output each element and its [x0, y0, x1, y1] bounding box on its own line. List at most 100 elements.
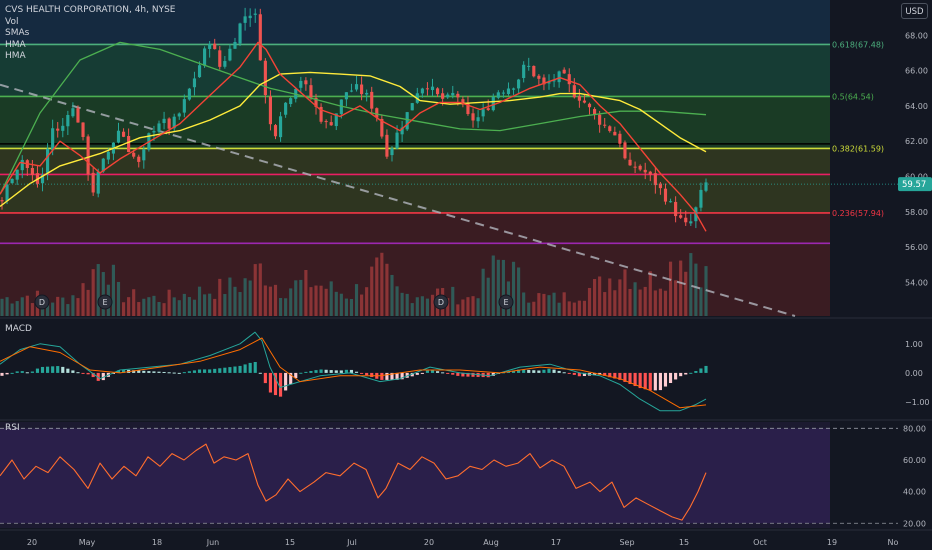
volume-bar: [5, 297, 9, 316]
level-label: 0.382(61.59): [832, 144, 884, 153]
candle-body: [152, 131, 156, 133]
time-tick-label: 19: [827, 538, 837, 547]
macd-hist-bar: [633, 372, 637, 387]
indicator-vol[interactable]: Vol: [5, 16, 19, 27]
candle-body: [511, 88, 516, 90]
candle-body: [395, 132, 399, 149]
candle-body: [532, 65, 536, 77]
macd-hist-bar: [157, 371, 161, 373]
volume-bar: [116, 281, 121, 316]
macd-hist-bar: [618, 372, 622, 380]
candle-body: [471, 113, 475, 121]
macd-hist-bar: [132, 370, 136, 373]
macd-hist-bar: [466, 372, 470, 377]
time-tick-label: Jun: [206, 538, 220, 547]
volume-bar: [213, 298, 217, 316]
price-tick-label: 66.00: [905, 67, 928, 76]
volume-bar: [658, 288, 662, 316]
last-price-badge: [898, 177, 932, 192]
candle-body: [517, 79, 521, 89]
candle-body: [319, 106, 323, 122]
macd-hist-bar: [425, 370, 430, 373]
volume-bar: [476, 298, 480, 316]
time-tick-label: 20: [27, 538, 37, 547]
volume-bar: [501, 259, 505, 316]
candle-body: [0, 200, 4, 202]
volume-bar: [354, 284, 359, 316]
rsi-line: [0, 443, 707, 521]
macd-hist-bar: [203, 369, 207, 373]
candle-body: [46, 148, 50, 173]
macd-hist-bar: [30, 371, 34, 373]
volume-bar: [486, 277, 490, 316]
currency-button[interactable]: USD: [901, 3, 928, 19]
macd-hist-bar: [233, 366, 237, 373]
volume-bar: [157, 301, 161, 316]
volume-bar: [598, 276, 602, 316]
macd-hist-bar: [370, 372, 374, 378]
candle-body: [582, 100, 587, 103]
volume-bar: [66, 304, 70, 316]
fib-zone-top: [0, 0, 830, 45]
time-tick-label: Sep: [619, 538, 634, 547]
volume-bar: [582, 300, 587, 316]
macd-hist-bar: [668, 372, 673, 384]
candle-body: [562, 69, 566, 74]
candle-body: [704, 182, 708, 191]
indicator-hma-2[interactable]: HMA: [5, 51, 26, 61]
candle-body: [167, 118, 171, 129]
volume-bar: [20, 297, 24, 316]
macd-hist-bar: [471, 372, 475, 377]
macd-hist-bar: [385, 372, 389, 380]
macd-hist-bar: [152, 371, 156, 373]
volume-bar: [618, 279, 622, 316]
macd-hist-bar: [248, 362, 252, 373]
candle-body: [537, 75, 541, 79]
volume-bar: [643, 286, 647, 316]
macd-pane-title: MACD: [5, 324, 32, 334]
volume-bar: [192, 299, 197, 316]
candle-body: [567, 74, 571, 85]
macd-hist-bar: [263, 372, 267, 384]
candle-body: [233, 41, 237, 49]
macd-hist-bar: [613, 372, 617, 379]
macd-hist-bar: [547, 368, 551, 373]
candle-body: [375, 108, 379, 118]
candle-body: [699, 189, 703, 208]
rsi-tick-label: 40.00: [903, 488, 926, 497]
volume-bar: [187, 297, 191, 316]
volume-bar: [603, 292, 607, 316]
indicator-smas[interactable]: SMAs: [5, 28, 30, 38]
candle-body: [71, 108, 75, 117]
macd-hist-bar: [121, 369, 126, 373]
volume-bar: [30, 303, 34, 316]
candle-body: [192, 78, 197, 88]
candle-body: [81, 122, 85, 137]
candle-body: [400, 127, 404, 135]
candle-body: [522, 64, 526, 78]
candle-body: [628, 159, 632, 166]
volume-bar: [648, 271, 652, 316]
macd-hist-bar: [623, 372, 627, 382]
volume-bar: [511, 261, 516, 316]
macd-hist-bar: [608, 372, 612, 378]
candle-body: [481, 109, 485, 117]
volume-bar: [197, 286, 202, 316]
indicator-hma-1[interactable]: HMA: [5, 39, 26, 50]
candle-body: [451, 92, 455, 96]
macd-hist-bar: [415, 372, 419, 375]
candle-body: [410, 103, 414, 111]
volume-bar: [663, 290, 668, 316]
candle-body: [456, 93, 460, 98]
macd-hist-bar: [192, 370, 197, 373]
volume-bar: [405, 293, 409, 316]
macd-hist-bar: [142, 370, 146, 373]
macd-hist-bar: [400, 372, 404, 380]
candle-body: [684, 217, 688, 223]
macd-hist-bar: [223, 367, 227, 373]
macd-hist-bar: [51, 366, 55, 373]
candle-body: [172, 116, 176, 129]
macd-hist-bar: [111, 372, 115, 374]
volume-bar: [547, 295, 551, 316]
